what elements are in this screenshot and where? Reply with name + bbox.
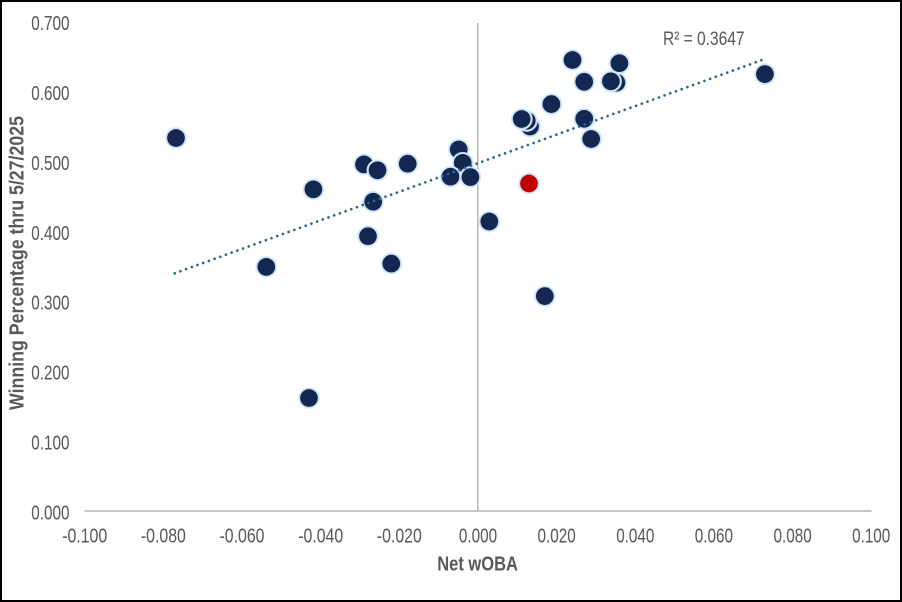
svg-text:0.200: 0.200 xyxy=(31,362,69,385)
svg-text:0.080: 0.080 xyxy=(774,524,812,547)
svg-text:0.500: 0.500 xyxy=(31,152,69,175)
svg-text:0.040: 0.040 xyxy=(616,524,654,547)
svg-text:0.060: 0.060 xyxy=(695,524,733,547)
svg-text:0.100: 0.100 xyxy=(852,524,890,547)
svg-text:0.700: 0.700 xyxy=(31,12,69,35)
svg-text:R² = 0.3647: R² = 0.3647 xyxy=(663,29,745,50)
svg-text:Winning Percentage thru 5/27/2: Winning Percentage thru 5/27/2025 xyxy=(7,116,29,410)
svg-text:0.300: 0.300 xyxy=(31,292,69,315)
svg-text:0.000: 0.000 xyxy=(459,524,497,547)
svg-text:-0.040: -0.040 xyxy=(298,524,343,547)
svg-text:0.100: 0.100 xyxy=(31,431,69,454)
svg-text:-0.080: -0.080 xyxy=(141,524,186,547)
svg-text:0.400: 0.400 xyxy=(31,222,69,245)
svg-text:-0.100: -0.100 xyxy=(62,524,107,547)
svg-text:Net wOBA: Net wOBA xyxy=(437,554,518,576)
svg-text:0.600: 0.600 xyxy=(31,82,69,105)
svg-text:-0.020: -0.020 xyxy=(377,524,422,547)
svg-text:0.020: 0.020 xyxy=(538,524,576,547)
svg-text:-0.060: -0.060 xyxy=(220,524,265,547)
svg-text:0.000: 0.000 xyxy=(31,501,69,524)
